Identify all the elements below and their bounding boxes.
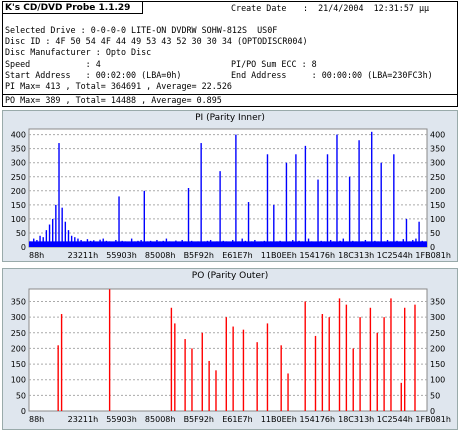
po-ytick-right: 250	[430, 329, 445, 338]
po-ytick-right: 200	[430, 344, 445, 353]
pi-ytick-left: 0	[21, 243, 26, 252]
po-ytick-left: 350	[11, 298, 26, 307]
pi-ytick-right: 50	[430, 229, 440, 238]
po-ytick-left: 50	[16, 391, 26, 400]
app-title: K's CD/DVD Probe 1.1.29	[3, 2, 143, 14]
po-ytick-right: 300	[430, 313, 445, 322]
po-ytick-left: 100	[11, 376, 26, 385]
po-ytick-left: 300	[11, 313, 26, 322]
pi-xtick: 11B0EEh	[261, 251, 297, 260]
pi-plot-area	[28, 128, 428, 248]
po-xtick: E61E7h	[222, 415, 252, 424]
pi-ytick-right: 350	[430, 145, 445, 154]
pi-xtick: 23211h	[68, 251, 99, 260]
pi-ytick-right: 300	[430, 159, 445, 168]
pi-xtick: 55903h	[106, 251, 137, 260]
po-ytick-right: 50	[430, 391, 440, 400]
pi-xtick: 1FB081h	[415, 251, 451, 260]
create-date-value: : 21/4/2004 12:31:57 µµ	[303, 3, 430, 13]
sum-ecc: PI/PO Sum ECC : 8	[231, 59, 317, 69]
divider	[3, 94, 457, 95]
po-xtick: 85008h	[145, 415, 176, 424]
po-chart: 0 0 50 50 100 100 150 150 200 200 250 250 300 300 350 3…	[11, 288, 451, 424]
pi-xtick: E61E7h	[222, 251, 252, 260]
pi-xtick: 88h	[29, 251, 44, 260]
po-ytick-left: 250	[11, 329, 26, 338]
po-xtick: 11B0EEh	[261, 415, 297, 424]
pi-xtick: 154176h	[299, 251, 335, 260]
po-xtick: 18C313h	[338, 415, 374, 424]
pi-ytick-right: 400	[430, 131, 445, 140]
pi-ytick-right: 0	[430, 243, 435, 252]
pi-chart: 0 0 50 50 100 100 150 150 200 200 250 250 300 300 350 3…	[11, 128, 451, 260]
po-plot-area	[28, 288, 428, 412]
pi-ytick-left: 400	[11, 131, 26, 140]
po-stats: PO Max= 389 , Total= 14488 , Average= 0.…	[5, 95, 222, 105]
po-ytick-left: 150	[11, 360, 26, 369]
po-ytick-right: 100	[430, 376, 445, 385]
po-ytick-right: 150	[430, 360, 445, 369]
start-address: Start Address : 00:02:00 (LBA=0h)	[5, 70, 182, 80]
po-ytick-left: 200	[11, 344, 26, 353]
pi-baseline-band	[29, 241, 427, 247]
pi-ytick-left: 150	[11, 201, 26, 210]
create-date-label: Create Date	[231, 3, 287, 13]
po-ytick-left: 0	[21, 407, 26, 416]
po-ytick-right: 350	[430, 298, 445, 307]
pi-ytick-right: 200	[430, 187, 445, 196]
end-address: End Address : 00:00:00 (LBA=230FC3h)	[231, 70, 433, 80]
disc-info-panel: K's CD/DVD Probe 1.1.29 Create Date : 21…	[2, 1, 458, 107]
po-xtick: 1C2544h	[377, 415, 413, 424]
pi-xtick: 85008h	[145, 251, 176, 260]
po-xtick: 55903h	[106, 415, 137, 424]
pi-chart-title: PI (Parity Inner)	[195, 113, 265, 123]
pi-chart-panel: PI (Parity Inner) 0 0 50 50 100 100 150 150 200 2…	[2, 110, 458, 262]
pi-ytick-left: 350	[11, 145, 26, 154]
po-xtick: 88h	[29, 415, 44, 424]
selected-drive: Selected Drive : 0-0-0-0 LITE-ON DVDRW S…	[5, 25, 278, 35]
pi-ytick-left: 50	[16, 229, 26, 238]
pi-ytick-left: 200	[11, 187, 26, 196]
pi-ytick-left: 250	[11, 173, 26, 182]
speed: Speed : 4	[5, 59, 101, 69]
disc-id: Disc ID : 4F 50 54 4F 44 49 53 43 52 30 …	[5, 36, 308, 46]
pi-ytick-right: 100	[430, 215, 445, 224]
pi-stats: PI Max= 413 , Total= 364691 , Average= 2…	[5, 81, 232, 91]
pi-xtick: 1C2544h	[377, 251, 413, 260]
po-xtick: 1FB081h	[415, 415, 451, 424]
po-xtick: 154176h	[299, 415, 335, 424]
pi-ytick-right: 250	[430, 173, 445, 182]
pi-xtick: B5F92h	[184, 251, 214, 260]
pi-ytick-left: 300	[11, 159, 26, 168]
po-chart-title: PO (Parity Outer)	[191, 271, 269, 281]
po-xtick: B5F92h	[184, 415, 214, 424]
pi-ytick-right: 150	[430, 201, 445, 210]
po-ytick-right: 0	[430, 407, 435, 416]
pi-ytick-left: 100	[11, 215, 26, 224]
po-xtick: 23211h	[68, 415, 99, 424]
disc-manufacturer: Disc Manufacturer : Opto Disc	[5, 47, 152, 57]
po-chart-panel: PO (Parity Outer) 0 0 50 50 100 100 150 150 200 2…	[2, 268, 458, 430]
pi-xtick: 18C313h	[338, 251, 374, 260]
